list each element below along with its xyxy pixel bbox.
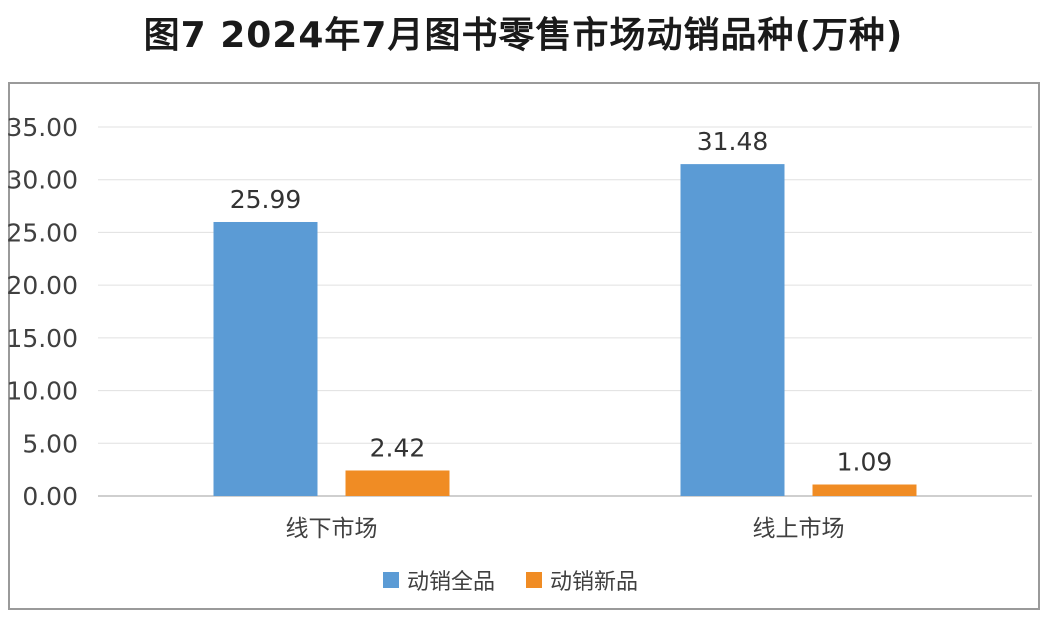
chart-frame: [8, 82, 1040, 610]
y-tick-label: 5.00: [22, 429, 78, 458]
bar: [812, 484, 917, 496]
legend-label: 动销新品: [550, 570, 638, 595]
bar: [345, 470, 450, 496]
category-label: 线下市场: [286, 516, 378, 542]
y-tick-label: 20.00: [6, 271, 78, 300]
y-tick-label: 0.00: [22, 482, 78, 511]
legend-swatch: [526, 572, 542, 588]
y-tick-label: 25.00: [6, 218, 78, 247]
data-label: 25.99: [230, 185, 302, 214]
legend-swatch: [383, 572, 399, 588]
chart-title: 图7 2024年7月图书零售市场动销品种(万种): [143, 15, 904, 56]
y-tick-label: 35.00: [6, 113, 78, 142]
y-tick-label: 10.00: [6, 377, 78, 406]
y-tick-label: 15.00: [6, 324, 78, 353]
data-label: 31.48: [697, 127, 769, 156]
data-label: 2.42: [370, 433, 426, 462]
y-tick-label: 30.00: [6, 166, 78, 195]
category-label: 线上市场: [753, 516, 845, 542]
bar: [680, 164, 785, 497]
data-label: 1.09: [837, 448, 893, 477]
legend-label: 动销全品: [407, 570, 495, 595]
bar: [213, 221, 318, 496]
